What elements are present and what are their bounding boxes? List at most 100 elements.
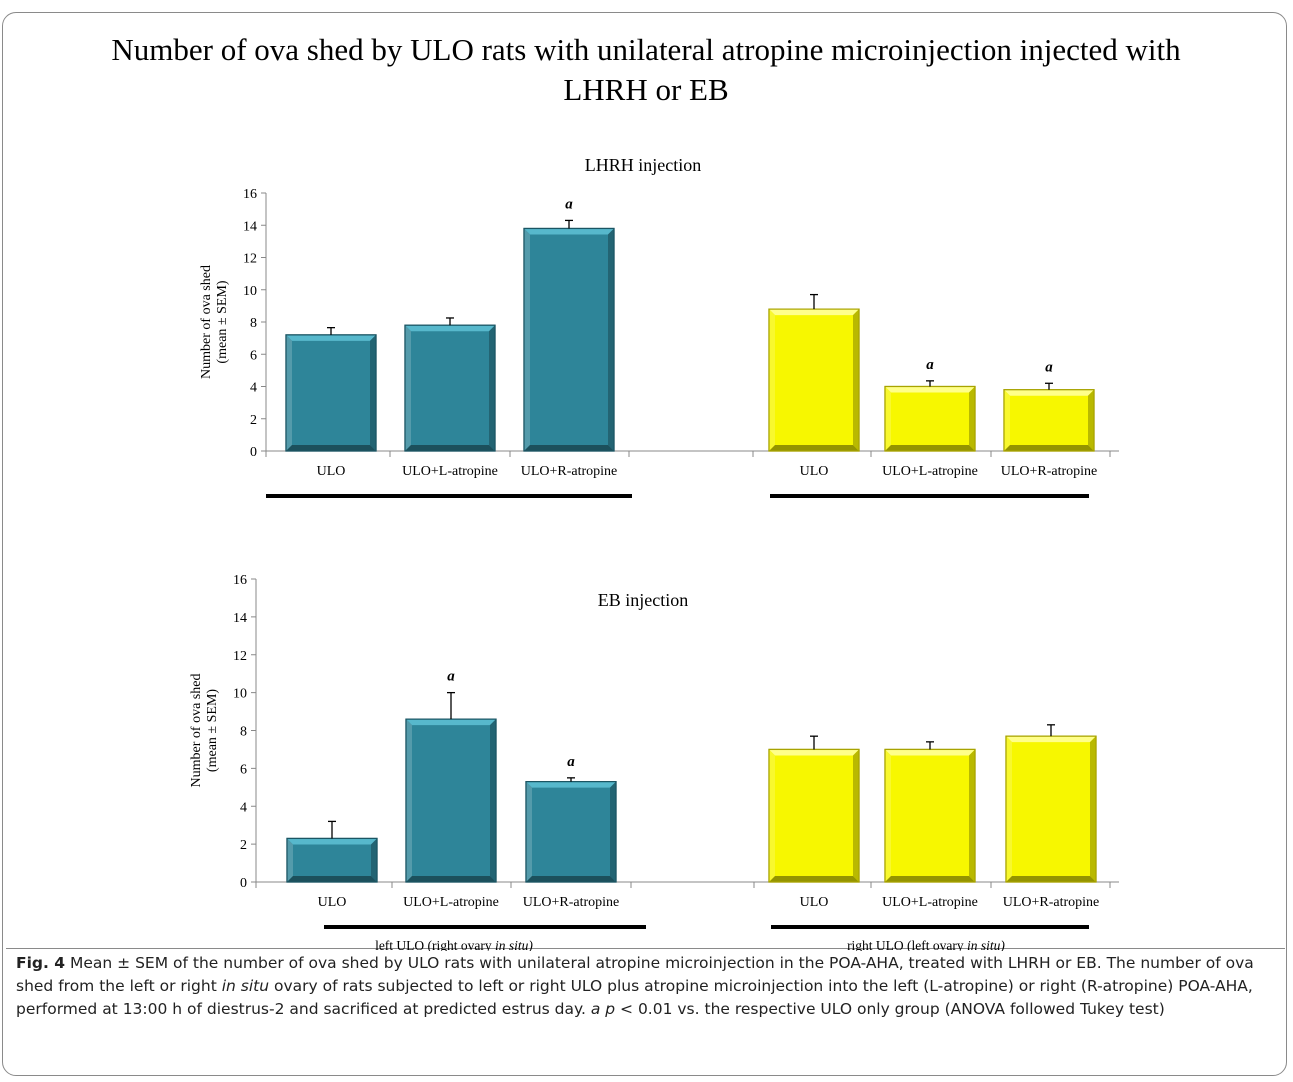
caption-text-1: Mean ± SEM of the number of ova shed by … [16,954,1254,995]
bar-bevel-top [885,386,975,393]
group-label-text: right ULO (left ovary [847,507,967,509]
y-tick-label: 12 [233,649,247,664]
bar-bevel-right [1090,736,1096,882]
bar-bevel-right [969,386,975,451]
y-axis-label-line1: Number of ova shed [199,265,214,379]
bar-bevel-bottom [1006,876,1096,882]
bar-bevel-top [286,334,376,341]
figure-caption: Fig. 4 Mean ± SEM of the number of ova s… [16,952,1274,1021]
group-label: left ULO (right ovary in situ) [365,507,523,509]
y-axis-label: Number of ova shed(mean ± SEM) [189,674,220,788]
caption-fig-label: Fig. 4 [16,954,66,972]
bar-outline [405,718,497,883]
bar-bevel-top [405,325,495,332]
bar-bevel-bottom [1004,445,1094,451]
category-label: ULO+L-atropine [882,464,978,479]
caption-italic-2: a p [590,1000,616,1018]
bar-bevel-left [885,386,891,451]
bar-bevel-bottom [406,876,496,882]
bar-body [1005,735,1097,883]
bar-outline [523,227,615,452]
group-label-italic: in situ) [967,938,1005,951]
figure-frame [2,12,1287,1076]
bar-bevel-left [769,309,775,451]
significance-label: a [447,669,455,685]
bar-bevel-bottom [524,445,614,451]
bar-bevel-top [524,228,614,235]
group-label-italic: in situ) [967,507,1005,509]
bar-body [525,781,617,883]
y-axis-label-line2: (mean ± SEM) [205,689,220,772]
y-tick-label: 10 [233,687,247,702]
figure-panel: Number of ova shed by ULO rats with unil… [6,14,1285,951]
bar-outline [1005,735,1097,883]
y-tick-label: 0 [240,876,247,891]
category-label: ULO+L-atropine [402,464,498,479]
bar-bevel-right [370,334,376,451]
bar-bevel-left [524,228,530,451]
bar-body [286,837,378,883]
bar-bevel-right [853,749,859,882]
bar-body [884,748,976,883]
bar-bevel-bottom [405,445,495,451]
significance-label: a [567,754,575,770]
category-label: ULO [318,895,347,910]
significance-label: a [926,357,934,373]
bar-body [768,308,860,452]
bar-bevel-top [769,309,859,316]
bar [404,324,496,452]
bar-bevel-bottom [885,445,975,451]
group-label-italic: in situ) [485,507,523,509]
significance-label: a [1045,359,1053,375]
bar-bevel-left [769,749,775,882]
bar-bevel-top [1004,389,1094,396]
bar-bevel-right [490,719,496,882]
y-tick-label: 0 [250,445,257,460]
bar-body [768,748,860,883]
group-label: right ULO (left ovary in situ) [847,938,1005,951]
bar-body [405,718,497,883]
bar [1005,735,1097,883]
y-tick-label: 16 [233,573,247,588]
caption-italic-1: in situ [221,977,270,995]
bar-bevel-left [286,334,292,451]
bar-body [523,227,615,452]
category-label: ULO [800,464,829,479]
bar-bevel-top [526,781,616,788]
bar-body [285,334,377,452]
bar-bevel-left [287,838,293,882]
bar [286,837,378,883]
y-tick-label: 16 [243,187,257,202]
bar-bevel-right [610,781,616,882]
chart-title: EB injection [598,590,688,610]
bar-bevel-right [371,838,377,882]
bar [884,385,976,452]
bar-bevel-left [1004,389,1010,451]
group-label-text: left ULO (right ovary [365,507,485,509]
bar [523,227,615,452]
bar-body [884,385,976,452]
caption-text-2: ovary of rats subjected to left or right… [16,977,1253,1018]
group-label-text: left ULO (right ovary [375,938,495,951]
bar-bevel-left [885,749,891,882]
y-tick-label: 10 [243,284,257,299]
bar-bevel-top [769,749,859,756]
y-axis-label: Number of ova shed(mean ± SEM) [199,265,230,379]
bar [1003,389,1095,452]
category-label: ULO [800,895,829,910]
y-tick-label: 12 [243,252,257,267]
bar [768,748,860,883]
category-label: ULO+R-atropine [523,895,620,910]
group-label-text: right ULO (left ovary [847,938,967,951]
caption-text-3: < 0.01 vs. the respective ULO only group… [615,1000,1165,1018]
bar [285,334,377,452]
bar-bevel-bottom [286,445,376,451]
y-tick-label: 14 [243,219,257,234]
bar-bevel-left [406,719,412,882]
bar-bevel-right [489,325,495,451]
group-label: right ULO (left ovary in situ) [847,507,1005,509]
bar-bevel-bottom [769,876,859,882]
y-axis-label-line2: (mean ± SEM) [215,280,230,363]
bar-bevel-top [1006,736,1096,743]
bar-bevel-bottom [769,445,859,451]
